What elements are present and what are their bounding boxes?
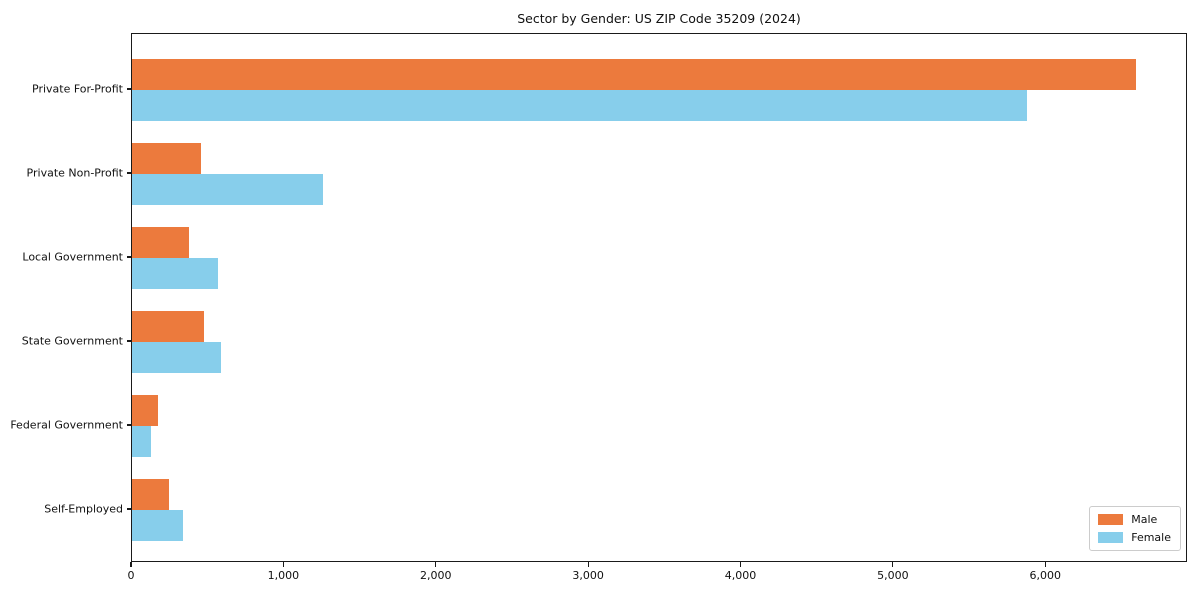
chart-title: Sector by Gender: US ZIP Code 35209 (202… <box>517 11 801 26</box>
x-tick-label: 3,000 <box>572 569 604 582</box>
bar-male-self-employed <box>132 479 170 510</box>
legend-label-female: Female <box>1131 531 1171 544</box>
y-tick-label: Self-Employed <box>44 502 123 516</box>
x-tick-label: 0 <box>127 569 135 582</box>
y-tick-label: Local Government <box>22 250 123 264</box>
x-tick-mark <box>587 562 589 567</box>
legend-item-female: Female <box>1098 531 1171 544</box>
x-axis: 0 1,000 2,000 3,000 4,000 5,000 6,000 <box>127 562 1187 592</box>
y-axis-labels: Private For-Profit Private Non-Profit Loca… <box>0 33 123 562</box>
x-tick-label: 6,000 <box>1029 569 1062 582</box>
legend-label-male: Male <box>1131 513 1158 526</box>
y-tick-label: Private Non-Profit <box>26 166 123 180</box>
y-tick-mark <box>127 256 131 258</box>
y-tick-label: Private For-Profit <box>32 82 123 96</box>
bar-female-private-non-profit <box>132 174 323 205</box>
bar-male-federal-government <box>132 395 158 426</box>
bar-female-self-employed <box>132 510 183 541</box>
bar-male-private-for-profit <box>132 59 1137 90</box>
legend-item-male: Male <box>1098 513 1171 526</box>
x-tick-label: 4,000 <box>724 569 757 582</box>
x-tick-label: 2,000 <box>420 569 452 582</box>
bar-male-local-government <box>132 227 190 258</box>
y-tick-mark <box>127 172 131 174</box>
bar-female-local-government <box>132 258 219 289</box>
bar-female-state-government <box>132 342 222 373</box>
x-tick-mark <box>739 562 742 567</box>
x-tick-mark <box>892 562 894 567</box>
x-tick-label: 5,000 <box>877 569 909 582</box>
bar-male-state-government <box>132 311 204 342</box>
female-swatch <box>1098 532 1124 543</box>
x-tick-mark <box>130 562 132 567</box>
plot-area: Male Female <box>131 33 1187 562</box>
x-tick-mark <box>435 562 437 567</box>
male-swatch <box>1098 514 1124 525</box>
bar-female-private-for-profit <box>132 90 1027 121</box>
x-tick-label: 1,000 <box>267 569 300 582</box>
y-tick-mark <box>127 424 131 426</box>
legend: Male Female <box>1089 506 1181 551</box>
y-tick-mark <box>127 88 131 90</box>
bar-female-federal-government <box>132 426 151 457</box>
y-tick-mark <box>127 508 131 510</box>
y-tick-label: State Government <box>21 334 123 348</box>
x-tick-mark <box>1044 562 1046 567</box>
y-tick-mark <box>127 340 131 342</box>
bar-male-private-non-profit <box>132 143 202 174</box>
y-tick-label: Federal Government <box>10 418 123 432</box>
x-tick-mark <box>282 562 284 567</box>
